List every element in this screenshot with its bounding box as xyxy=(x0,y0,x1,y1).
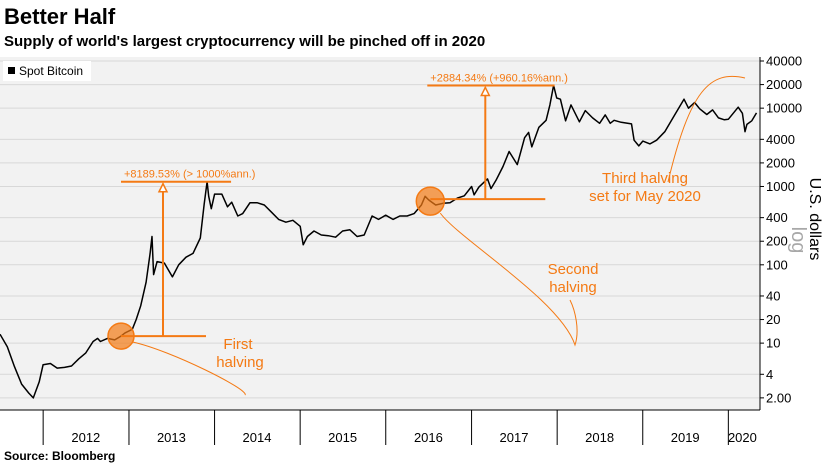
x-tick-label: 2012 xyxy=(71,430,100,445)
y-tick-label: 20 xyxy=(766,312,780,327)
legend-label: Spot Bitcoin xyxy=(19,64,83,78)
y-axis-scale-label: log xyxy=(787,227,809,254)
third-halving-label-line1: Third halving xyxy=(602,170,688,187)
y-tick-label: 2000 xyxy=(766,155,795,170)
chart-title: Better Half xyxy=(4,4,116,29)
y-tick-label: 40 xyxy=(766,288,780,303)
second-halving-marker xyxy=(415,186,446,216)
y-tick-label: 1000 xyxy=(766,179,795,194)
x-tick-label: 2014 xyxy=(243,430,272,445)
first-gain-label: +8189.53% (> 1000%ann.) xyxy=(124,169,256,181)
second-halving-label-line2: halving xyxy=(549,279,597,296)
first-halving-label-line1: First xyxy=(223,336,253,353)
y-tick-label: 100 xyxy=(766,257,788,272)
y-tick-label: 200 xyxy=(766,234,788,249)
x-tick-label: 2016 xyxy=(414,430,443,445)
third-halving-label-line2: set for May 2020 xyxy=(589,188,701,205)
source-note: Source: Bloomberg xyxy=(4,449,116,463)
legend-swatch xyxy=(8,67,15,74)
plot-area xyxy=(0,57,760,410)
chart-subtitle: Supply of world's largest cryptocurrency… xyxy=(4,33,486,50)
x-tick-label: 2019 xyxy=(671,430,700,445)
y-tick-label: 400 xyxy=(766,210,788,225)
x-tick-label: 2018 xyxy=(585,430,614,445)
x-tick-label: 2017 xyxy=(500,430,529,445)
second-gain-arrowhead xyxy=(480,85,491,97)
third-halving-leader xyxy=(667,75,746,183)
first-halving-label-line2: halving xyxy=(216,354,264,371)
first-halving-leader xyxy=(132,341,246,396)
legend-box xyxy=(3,61,91,81)
x-tick-label: 2020 xyxy=(728,430,757,445)
series-line-spot-bitcoin xyxy=(0,84,758,399)
y-tick-label: 40000 xyxy=(766,54,802,69)
second-halving-leader xyxy=(439,212,578,347)
first-halving-marker xyxy=(107,322,135,350)
x-tick-label: 2013 xyxy=(157,430,186,445)
y-tick-label: 2.00 xyxy=(766,390,791,405)
second-gain-label: +2884.34% (+960.16%ann.) xyxy=(430,72,568,84)
y-tick-label: 10000 xyxy=(766,101,802,116)
first-gain-arrowhead xyxy=(157,182,169,193)
y-tick-label: 10 xyxy=(766,336,780,351)
second-halving-label-line1: Second xyxy=(548,261,599,278)
y-tick-label: 20000 xyxy=(766,77,802,92)
x-tick-label: 2015 xyxy=(328,430,357,445)
y-tick-label: 4 xyxy=(766,367,773,382)
y-tick-label: 4000 xyxy=(766,132,795,147)
y-axis-title: U.S. dollars xyxy=(806,178,823,261)
